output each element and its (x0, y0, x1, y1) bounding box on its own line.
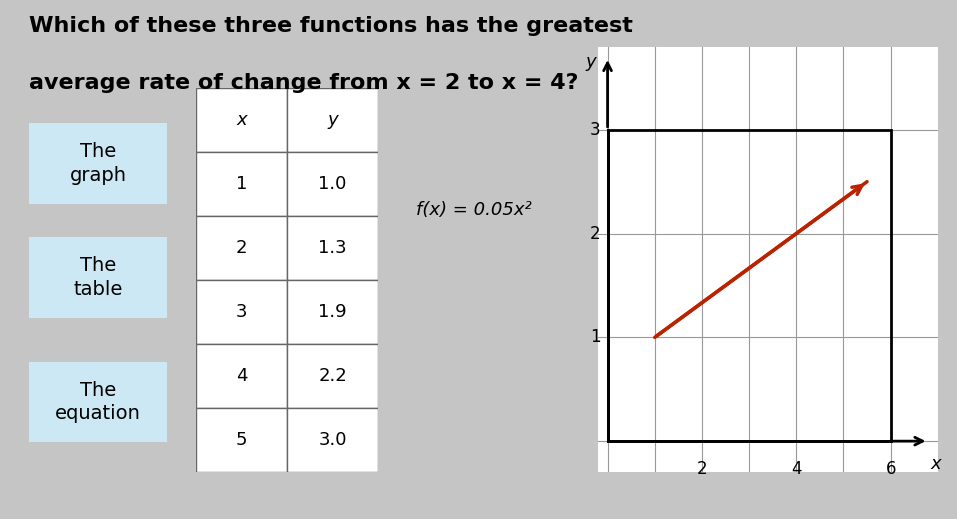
FancyBboxPatch shape (23, 120, 173, 207)
Bar (608, 130, 891, 441)
FancyBboxPatch shape (23, 359, 173, 446)
Text: The
table: The table (74, 256, 122, 299)
Bar (196, 408, 287, 472)
Text: Which of these three functions has the greatest: Which of these three functions has the g… (29, 16, 633, 36)
Text: 1.0: 1.0 (319, 175, 346, 193)
Text: 1.3: 1.3 (319, 239, 346, 257)
Bar (196, 88, 287, 152)
Text: 1: 1 (590, 329, 600, 346)
Text: 2: 2 (590, 225, 600, 242)
Text: 2: 2 (235, 239, 248, 257)
FancyBboxPatch shape (23, 234, 173, 321)
Text: The
graph: The graph (70, 142, 126, 185)
Text: 1: 1 (236, 175, 247, 193)
Text: 2.2: 2.2 (318, 367, 347, 385)
Bar (196, 280, 287, 344)
Bar (287, 88, 378, 152)
Bar (287, 344, 378, 408)
Text: 3: 3 (590, 121, 600, 139)
Text: 1.9: 1.9 (319, 303, 346, 321)
Text: 3: 3 (235, 303, 248, 321)
Bar (287, 280, 378, 344)
Text: 2: 2 (697, 460, 707, 478)
Text: x: x (236, 111, 247, 129)
Text: average rate of change from x = 2 to x = 4?: average rate of change from x = 2 to x =… (29, 73, 578, 93)
Bar (196, 216, 287, 280)
Text: 3.0: 3.0 (319, 431, 346, 449)
Bar (287, 408, 378, 472)
Text: y: y (586, 53, 596, 71)
Text: 5: 5 (235, 431, 248, 449)
Text: 6: 6 (885, 460, 896, 478)
Text: 4: 4 (791, 460, 802, 478)
Bar (287, 216, 378, 280)
Bar (196, 344, 287, 408)
Text: x: x (930, 455, 941, 473)
Text: 4: 4 (235, 367, 248, 385)
Text: y: y (327, 111, 338, 129)
Bar (196, 152, 287, 216)
Text: The
equation: The equation (56, 381, 141, 424)
Text: f(x) = 0.05x²: f(x) = 0.05x² (416, 201, 532, 219)
Bar (287, 152, 378, 216)
